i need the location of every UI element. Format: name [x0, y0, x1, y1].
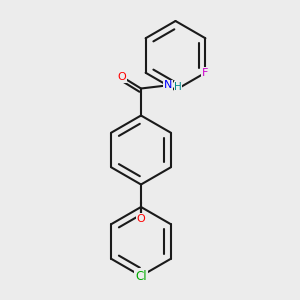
- Text: F: F: [202, 68, 208, 78]
- Text: H: H: [174, 82, 182, 92]
- Text: Cl: Cl: [135, 269, 147, 283]
- Text: O: O: [136, 214, 146, 224]
- Text: O: O: [117, 71, 126, 82]
- Text: N: N: [164, 80, 172, 91]
